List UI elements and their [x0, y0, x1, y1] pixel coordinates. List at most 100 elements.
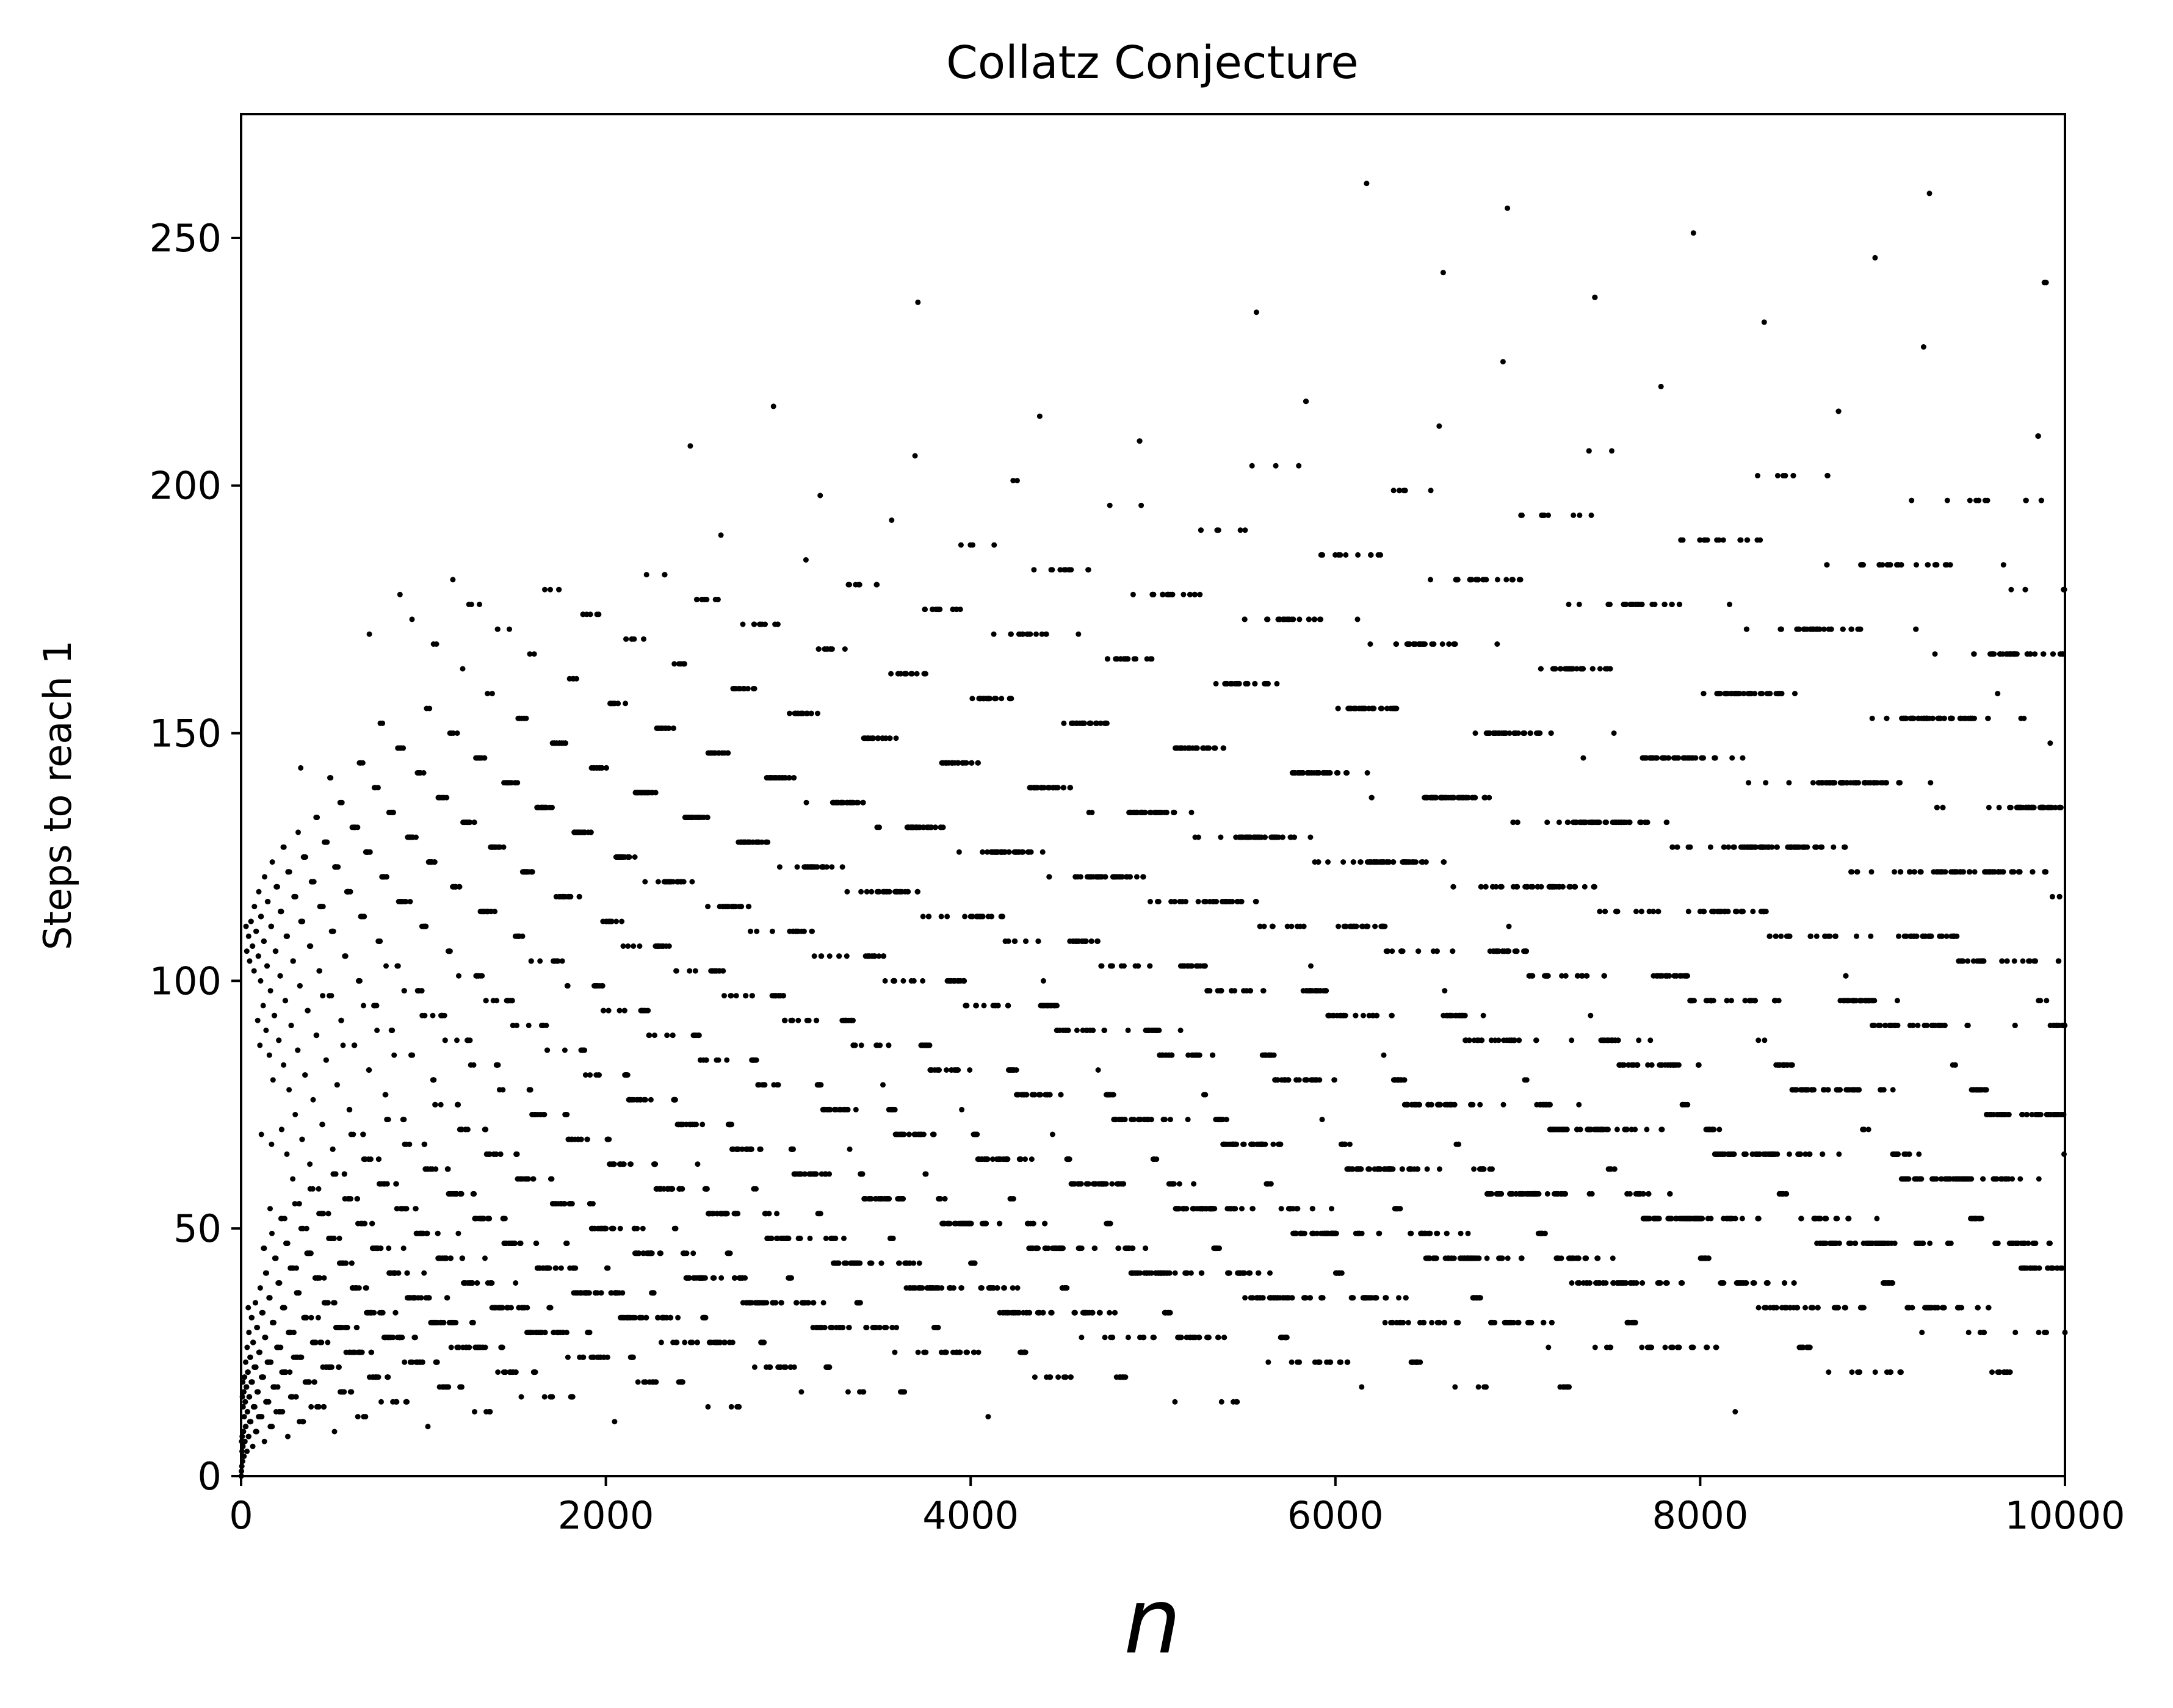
data-point — [275, 1384, 281, 1390]
data-point — [751, 1364, 757, 1370]
data-point — [845, 1106, 851, 1112]
data-point — [985, 1414, 991, 1420]
data-point — [1005, 938, 1011, 944]
data-point — [247, 1394, 253, 1400]
data-point — [606, 1136, 612, 1142]
data-point — [245, 1409, 250, 1414]
data-point — [1137, 438, 1143, 444]
data-point — [1102, 1335, 1108, 1341]
data-point — [297, 983, 303, 989]
data-point — [565, 1354, 571, 1360]
data-point — [815, 710, 820, 716]
data-point — [409, 1359, 415, 1365]
data-point — [880, 1082, 886, 1088]
data-point — [695, 1339, 701, 1346]
data-point — [307, 1161, 313, 1167]
data-point — [542, 1330, 548, 1336]
data-point — [590, 1201, 596, 1207]
data-point — [1142, 809, 1148, 815]
data-point — [470, 1319, 476, 1325]
data-point — [1072, 1310, 1078, 1316]
data-point — [985, 1156, 991, 1162]
data-point — [433, 641, 439, 647]
data-point — [270, 1077, 276, 1083]
data-point — [1030, 1220, 1036, 1227]
data-point — [1107, 502, 1113, 508]
data-point — [514, 1022, 519, 1028]
data-point — [888, 671, 894, 677]
data-point — [646, 1032, 653, 1039]
data-point — [255, 1325, 261, 1330]
data-point — [969, 696, 975, 702]
data-point — [404, 1270, 410, 1276]
data-point — [1024, 1092, 1030, 1098]
data-point — [403, 899, 409, 904]
data-point — [1027, 1310, 1033, 1316]
data-point — [255, 953, 261, 959]
data-point — [266, 1052, 272, 1058]
data-point — [742, 1275, 748, 1281]
data-point — [380, 720, 386, 726]
data-point — [523, 715, 529, 721]
data-point — [1110, 1092, 1116, 1098]
data-point — [1147, 963, 1153, 969]
data-point — [748, 928, 753, 934]
data-point — [1089, 809, 1095, 815]
data-point — [1049, 1131, 1055, 1137]
data-point — [858, 888, 864, 895]
data-point — [471, 1191, 477, 1197]
data-point — [694, 596, 700, 602]
data-point — [425, 1424, 431, 1430]
data-point — [432, 1101, 438, 1108]
data-point — [621, 1161, 627, 1167]
data-point — [1055, 1374, 1061, 1380]
data-point — [637, 943, 643, 949]
data-point — [718, 1275, 725, 1281]
data-point — [418, 1295, 424, 1301]
data-point — [991, 542, 997, 548]
data-point — [626, 854, 632, 860]
data-point — [775, 621, 781, 627]
data-point — [1121, 1181, 1127, 1187]
data-point — [441, 1012, 447, 1018]
data-point — [610, 1225, 616, 1231]
data-point — [424, 1230, 430, 1236]
data-point — [869, 888, 875, 895]
data-point — [1061, 720, 1067, 726]
data-point — [612, 1419, 618, 1425]
data-point — [617, 1225, 623, 1231]
data-point — [751, 686, 757, 691]
data-point — [808, 710, 814, 716]
data-point — [321, 1404, 327, 1410]
data-point — [383, 1092, 389, 1098]
data-point — [798, 1389, 804, 1395]
data-point — [380, 1310, 386, 1316]
data-point — [248, 1419, 254, 1425]
data-point — [620, 1290, 626, 1296]
data-point — [1148, 1117, 1154, 1123]
data-point — [791, 1364, 797, 1370]
data-point — [255, 1389, 261, 1395]
data-point — [809, 928, 815, 934]
data-point — [968, 1220, 974, 1227]
data-point — [303, 854, 308, 860]
data-point — [687, 443, 693, 449]
data-point — [241, 1454, 247, 1459]
data-point — [704, 815, 710, 820]
data-point — [298, 765, 304, 771]
data-point — [378, 1245, 384, 1252]
data-point — [1104, 720, 1110, 726]
data-point — [957, 1349, 963, 1355]
data-point — [690, 1250, 696, 1256]
data-point — [658, 1339, 664, 1346]
data-point — [1042, 1220, 1048, 1227]
data-point — [292, 1112, 298, 1117]
data-point — [746, 904, 752, 910]
data-point — [290, 1176, 296, 1182]
data-point — [671, 725, 676, 731]
data-point — [1029, 1156, 1035, 1162]
data-point — [720, 968, 726, 974]
data-point — [422, 1141, 428, 1147]
data-point — [513, 1369, 519, 1375]
